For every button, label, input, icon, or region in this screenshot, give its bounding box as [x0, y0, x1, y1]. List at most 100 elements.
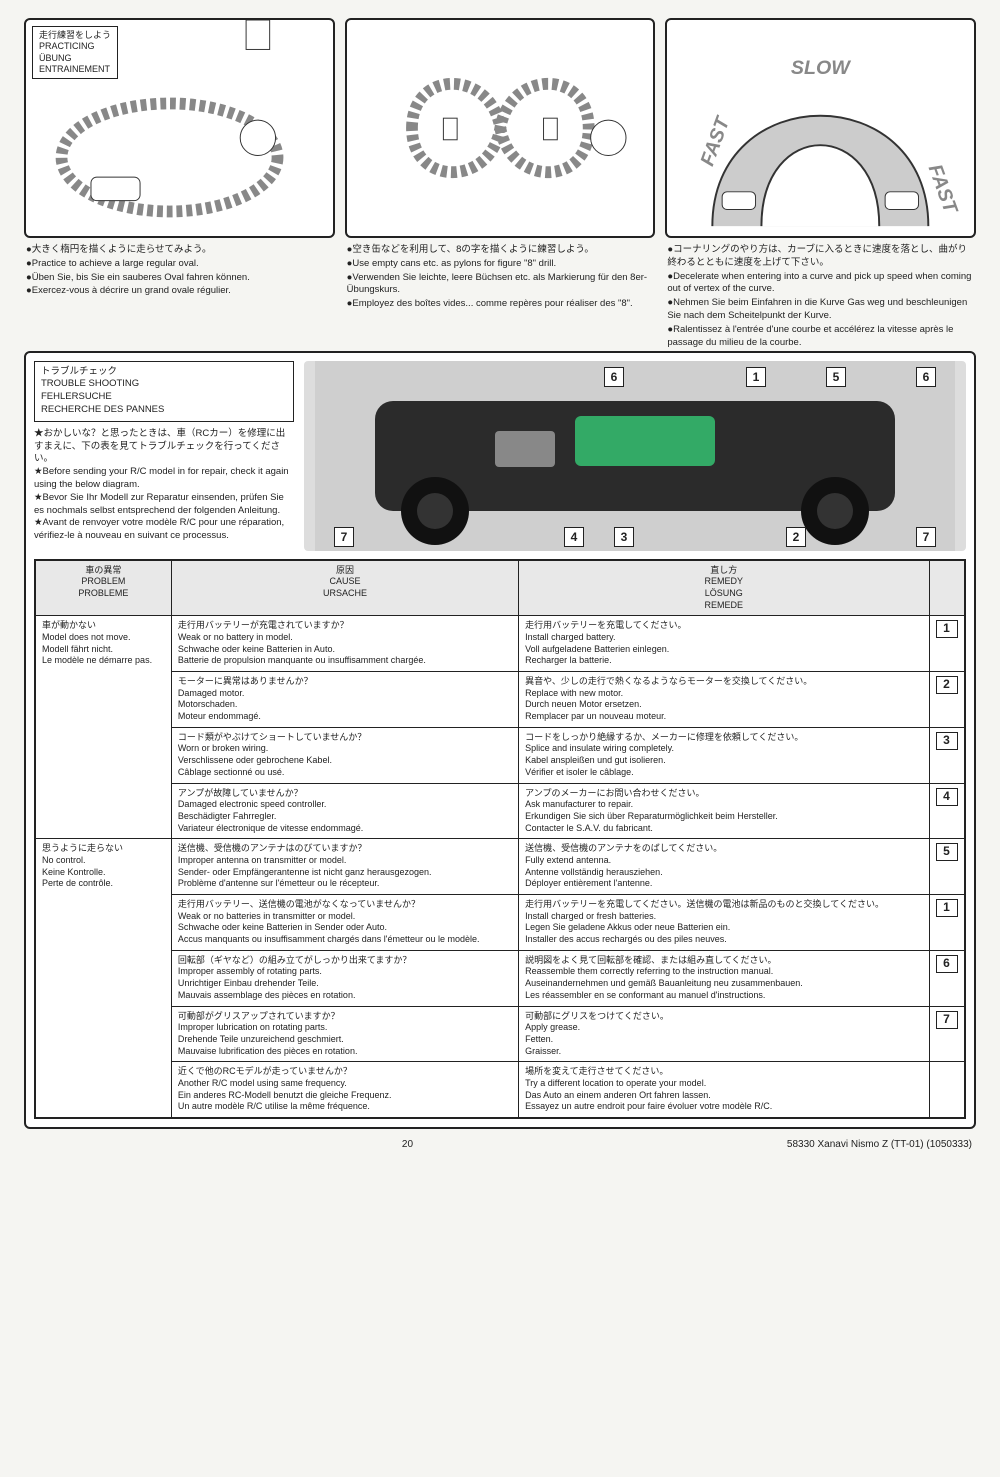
practice-oval-col: 走行練習をしよう PRACTICING ÜBUNG ENTRAINEMENT ●… — [24, 18, 335, 351]
curve-en: ●Decelerate when entering into a curve a… — [667, 271, 974, 297]
ts-heading-en: TROUBLE SHOOTING — [41, 378, 287, 391]
cause-cell: 走行用バッテリーが充電されていますか？Weak or no battery in… — [171, 616, 518, 672]
oval-jp: ●大きく楕円を描くように走らせてみよう。 — [26, 244, 333, 257]
table-row: 可動部がグリスアップされていますか？Improper lubrication o… — [35, 1006, 965, 1062]
num-cell: 1 — [929, 616, 965, 672]
practice-heading-box: 走行練習をしよう PRACTICING ÜBUNG ENTRAINEMENT — [32, 26, 118, 79]
remedy-cell: コードをしっかり絶縁するか、メーカーに修理を依頼してください。Splice an… — [519, 727, 929, 783]
table-row: 走行用バッテリー、送信機の電池がなくなっていませんか？Weak or no ba… — [35, 895, 965, 951]
th-remedy: 直し方 REMEDY LÖSUNG REMEDE — [519, 560, 929, 616]
remedy-cell: 可動部にグリスをつけてください。Apply grease.Fetten.Grai… — [519, 1006, 929, 1062]
callout-7b: 7 — [916, 527, 936, 547]
cause-cell: 近くで他のRCモデルが走っていませんか？Another R/C model us… — [171, 1062, 518, 1118]
fig8-en: ●Use empty cans etc. as pylons for figur… — [347, 258, 654, 271]
ts-heading-fr: RECHERCHE DES PANNES — [41, 404, 287, 417]
callout-6a: 6 — [604, 367, 624, 387]
oval-fr: ●Exercez-vous à décrire un grand ovale r… — [26, 285, 333, 298]
ts-intro-en: ★Before sending your R/C model in for re… — [34, 466, 294, 492]
remedy-cell: 送信機、受信機のアンテナをのばしてください。Fully extend anten… — [519, 839, 929, 895]
oval-de: ●Üben Sie, bis Sie ein sauberes Oval fah… — [26, 272, 333, 285]
table-row: コード類がやぶけてショートしていませんか？Worn or broken wiri… — [35, 727, 965, 783]
curve-caption: ●コーナリングのやり方は、カーブに入るときに速度を落とし、曲がり終わるとともに速… — [665, 244, 976, 350]
th-problem: 車の異常 PROBLEM PROBLEME — [35, 560, 171, 616]
practice-curve-col: SLOW FAST FAST ●コーナリングのやり方は、カーブに入るときに速度を… — [665, 18, 976, 351]
ts-intro-de: ★Bevor Sie Ihr Modell zur Reparatur eins… — [34, 492, 294, 518]
num-badge: 6 — [936, 955, 958, 973]
num-badge: 5 — [936, 843, 958, 861]
troubleshooting-panel: トラブルチェック TROUBLE SHOOTING FEHLERSUCHE RE… — [24, 351, 976, 1130]
problem-cell: 思うように走らないNo control.Keine Kontrolle.Pert… — [35, 839, 171, 1118]
practice-fig8-col: ●空き缶などを利用して、8の字を描くように練習しよう。 ●Use empty c… — [345, 18, 656, 351]
practice-fig8-illustration — [345, 18, 656, 238]
cause-cell: 回転部（ギヤなど）の組み立てがしっかり出来てますか？Improper assem… — [171, 950, 518, 1006]
ts-heading-jp: トラブルチェック — [41, 366, 287, 379]
ts-header-row: トラブルチェック TROUBLE SHOOTING FEHLERSUCHE RE… — [34, 361, 966, 551]
ts-heading-de: FEHLERSUCHE — [41, 391, 287, 404]
cause-cell: モーターに異常はありませんか？Damaged motor.Motorschade… — [171, 672, 518, 728]
table-row: アンプが故障していませんか？Damaged electronic speed c… — [35, 783, 965, 839]
curve-de: ●Nehmen Sie beim Einfahren in die Kurve … — [667, 297, 974, 323]
cause-cell: コード類がやぶけてショートしていませんか？Worn or broken wiri… — [171, 727, 518, 783]
callout-1: 1 — [746, 367, 766, 387]
curve-jp: ●コーナリングのやり方は、カーブに入るときに速度を落とし、曲がり終わるとともに速… — [667, 244, 974, 270]
footer-ref: 58330 Xanavi Nismo Z (TT-01) (1050333) — [787, 1139, 972, 1150]
cause-cell: 走行用バッテリー、送信機の電池がなくなっていませんか？Weak or no ba… — [171, 895, 518, 951]
callout-7a: 7 — [334, 527, 354, 547]
num-badge: 3 — [936, 732, 958, 750]
num-cell: 6 — [929, 950, 965, 1006]
curve-fast-right: FAST — [924, 161, 963, 218]
page-number: 20 — [402, 1139, 413, 1150]
remedy-cell: 説明図をよく見て回転部を確認、または組み直してください。Reassemble t… — [519, 950, 929, 1006]
cause-cell: 可動部がグリスアップされていますか？Improper lubrication o… — [171, 1006, 518, 1062]
trouble-table: 車の異常 PROBLEM PROBLEME 原因 CAUSE URSACHE 直… — [34, 559, 966, 1120]
cause-cell: 送信機、受信機のアンテナはのびていますか？Improper antenna on… — [171, 839, 518, 895]
num-badge: 7 — [936, 1011, 958, 1029]
num-cell: 1 — [929, 895, 965, 951]
heading-fr: ENTRAINEMENT — [39, 64, 111, 75]
callout-5: 5 — [826, 367, 846, 387]
oval-caption: ●大きく楕円を描くように走らせてみよう。 ●Practice to achiev… — [24, 244, 335, 298]
oval-en: ●Practice to achieve a large regular ova… — [26, 258, 333, 271]
cause-cell: アンプが故障していませんか？Damaged electronic speed c… — [171, 783, 518, 839]
practice-curve-illustration: SLOW FAST FAST — [665, 18, 976, 238]
num-cell — [929, 1062, 965, 1118]
ts-intro-jp: ★おかしいな？と思ったときは、車（RCカー）を修理に出すまえに、下の表を見てトラ… — [34, 428, 294, 466]
table-row: モーターに異常はありませんか？Damaged motor.Motorschade… — [35, 672, 965, 728]
ts-intro-fr: ★Avant de renvoyer votre modèle R/C pour… — [34, 517, 294, 543]
num-badge: 2 — [936, 676, 958, 694]
callout-2: 2 — [786, 527, 806, 547]
practice-row: 走行練習をしよう PRACTICING ÜBUNG ENTRAINEMENT ●… — [24, 18, 976, 351]
curve-fast-left: FAST — [697, 112, 736, 169]
remedy-cell: アンプのメーカーにお問い合わせください。Ask manufacturer to … — [519, 783, 929, 839]
th-cause: 原因 CAUSE URSACHE — [171, 560, 518, 616]
problem-cell: 車が動かないModel does not move.Modell fährt n… — [35, 616, 171, 839]
curve-fr: ●Ralentissez à l'entrée d'une courbe et … — [667, 324, 974, 350]
fig8-de: ●Verwenden Sie leichte, leere Büchsen et… — [347, 272, 654, 298]
remedy-cell: 場所を変えて走行させてください。Try a different location… — [519, 1062, 929, 1118]
callout-6b: 6 — [916, 367, 936, 387]
heading-jp: 走行練習をしよう — [39, 30, 111, 41]
num-cell: 7 — [929, 1006, 965, 1062]
callout-4: 4 — [564, 527, 584, 547]
table-row: 車が動かないModel does not move.Modell fährt n… — [35, 616, 965, 672]
num-cell: 4 — [929, 783, 965, 839]
ts-intro: トラブルチェック TROUBLE SHOOTING FEHLERSUCHE RE… — [34, 361, 294, 551]
fig8-caption: ●空き缶などを利用して、8の字を描くように練習しよう。 ●Use empty c… — [345, 244, 656, 311]
num-cell: 2 — [929, 672, 965, 728]
table-row: 思うように走らないNo control.Keine Kontrolle.Pert… — [35, 839, 965, 895]
remedy-cell: 異音や、少しの走行で熱くなるようならモーターを交換してください。Replace … — [519, 672, 929, 728]
remedy-cell: 走行用バッテリーを充電してください。Install charged batter… — [519, 616, 929, 672]
num-cell: 3 — [929, 727, 965, 783]
num-cell: 5 — [929, 839, 965, 895]
heading-en: PRACTICING — [39, 41, 111, 52]
ts-heading-box: トラブルチェック TROUBLE SHOOTING FEHLERSUCHE RE… — [34, 361, 294, 422]
page-footer: 20 58330 Xanavi Nismo Z (TT-01) (1050333… — [24, 1139, 976, 1150]
th-num — [929, 560, 965, 616]
heading-de: ÜBUNG — [39, 53, 111, 64]
num-badge: 1 — [936, 620, 958, 638]
fig8-fr: ●Employez des boîtes vides... comme repè… — [347, 298, 654, 311]
callout-3: 3 — [614, 527, 634, 547]
remedy-cell: 走行用バッテリーを充電してください。送信機の電池は新品のものと交換してください。… — [519, 895, 929, 951]
trouble-table-body: 車が動かないModel does not move.Modell fährt n… — [35, 616, 965, 1118]
curve-slow-label: SLOW — [791, 57, 851, 79]
